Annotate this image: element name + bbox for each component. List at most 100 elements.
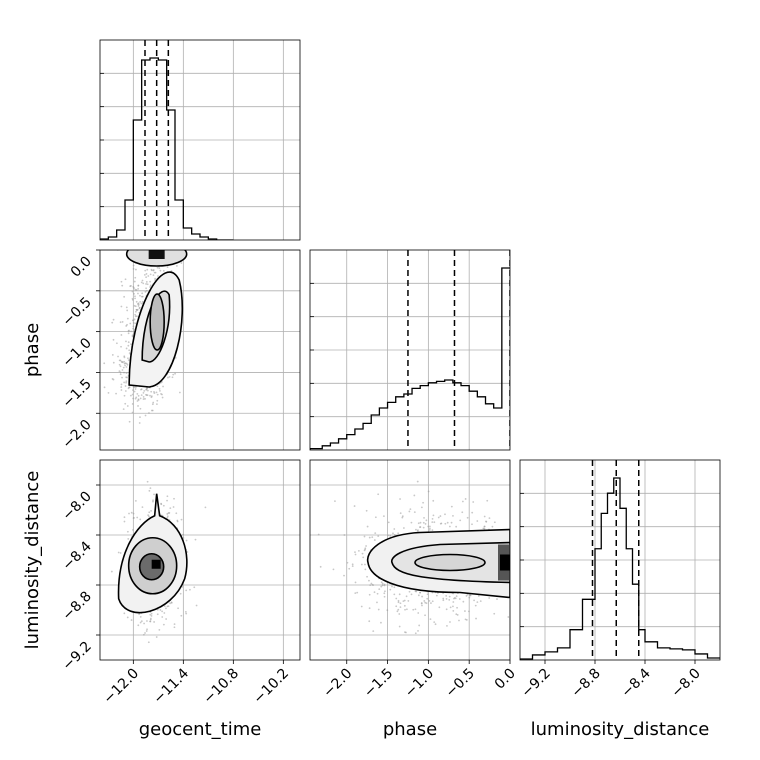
scatter-point <box>123 371 125 374</box>
y-axis-label-phase: phase <box>22 323 43 377</box>
scatter-point <box>136 393 139 395</box>
scatter-point <box>146 387 149 390</box>
contour-core <box>149 293 165 351</box>
scatter-point <box>123 360 126 363</box>
scatter-point <box>148 489 151 492</box>
scatter-point <box>158 267 161 270</box>
scatter-point <box>426 597 429 600</box>
scatter-point <box>129 394 132 397</box>
scatter-point <box>140 394 143 397</box>
scatter-point <box>154 271 157 274</box>
scatter-point <box>435 594 438 597</box>
scatter-point <box>465 619 468 621</box>
scatter-point <box>103 362 106 365</box>
scatter-point <box>132 528 134 531</box>
scatter-point <box>136 308 139 311</box>
scatter-point <box>163 605 166 608</box>
scatter-point <box>402 600 405 602</box>
scatter-point <box>467 610 470 613</box>
scatter-point <box>120 334 123 336</box>
scatter-point <box>455 613 458 616</box>
scatter-point <box>374 532 377 534</box>
panel-frame-2d <box>99 459 301 661</box>
scatter-point <box>125 347 128 350</box>
scatter-point <box>136 400 139 402</box>
scatter-point <box>332 568 335 571</box>
scatter-point <box>446 521 449 524</box>
scatter-point <box>507 616 510 618</box>
scatter-point <box>119 365 122 368</box>
scatter-point <box>461 511 464 514</box>
scatter-point <box>155 391 158 394</box>
scatter-point <box>402 527 405 529</box>
scatter-point <box>455 525 458 528</box>
scatter-point <box>130 330 132 333</box>
scatter-point <box>122 408 125 411</box>
scatter-point <box>408 590 411 593</box>
scatter-point <box>535 570 537 572</box>
scatter-point <box>397 532 400 535</box>
scatter-point <box>133 280 136 283</box>
scatter-point <box>120 386 123 388</box>
density-contours <box>125 250 188 388</box>
scatter-point <box>159 389 161 392</box>
scatter-point <box>123 355 126 358</box>
scatter-point <box>150 612 153 615</box>
scatter-point <box>150 395 153 398</box>
x-tick-label: −10.8 <box>201 666 243 708</box>
scatter-point <box>137 284 140 287</box>
scatter-point <box>462 600 465 603</box>
scatter-point <box>167 605 170 608</box>
scatter-point <box>115 392 117 395</box>
scatter-point <box>130 343 132 346</box>
scatter-point <box>172 373 175 376</box>
scatter-point <box>134 388 137 390</box>
scatter-point <box>129 322 132 325</box>
scatter-point <box>425 602 428 605</box>
scatter-point <box>422 521 425 524</box>
scatter-point <box>145 287 148 290</box>
y-tick-label: 0.0 <box>68 254 95 281</box>
scatter-point <box>361 552 364 555</box>
scatter-point <box>414 608 417 611</box>
panel-frame-2d <box>99 249 301 451</box>
scatter-point <box>180 518 183 521</box>
scatter-point <box>405 631 407 634</box>
scatter-point <box>461 500 464 503</box>
scatter-point <box>428 525 431 528</box>
scatter-point <box>172 506 175 508</box>
scatter-point <box>146 238 148 240</box>
scatter-point <box>368 620 371 623</box>
scatter-point <box>111 354 114 356</box>
scatter-point <box>141 300 144 303</box>
scatter-point <box>444 513 446 516</box>
scatter-point <box>135 315 138 318</box>
scatter-point <box>118 363 121 366</box>
scatter-point <box>370 582 373 585</box>
scatter-point <box>450 521 453 524</box>
scatter-point <box>159 269 162 272</box>
contour-inner <box>414 553 486 572</box>
scatter-point <box>491 525 494 528</box>
scatter-point <box>466 593 469 596</box>
scatter-point <box>150 268 153 271</box>
scatter-point <box>407 600 410 602</box>
scatter-point <box>153 391 155 393</box>
scatter-point <box>135 310 137 313</box>
scatter-point <box>134 305 137 308</box>
scatter-point <box>353 505 356 507</box>
scatter-point <box>534 623 536 625</box>
scatter-point <box>424 523 427 525</box>
density-peak <box>148 250 165 259</box>
scatter-point <box>442 599 445 602</box>
scatter-point <box>166 516 169 519</box>
scatter-point <box>179 592 182 595</box>
scatter-point <box>140 302 143 305</box>
scatter-point <box>143 390 146 392</box>
scatter-point <box>398 593 401 596</box>
scatter-point <box>125 381 128 384</box>
x-tick-label: −10.2 <box>251 666 293 708</box>
scatter-point <box>430 602 432 604</box>
scatter-point <box>475 617 477 620</box>
